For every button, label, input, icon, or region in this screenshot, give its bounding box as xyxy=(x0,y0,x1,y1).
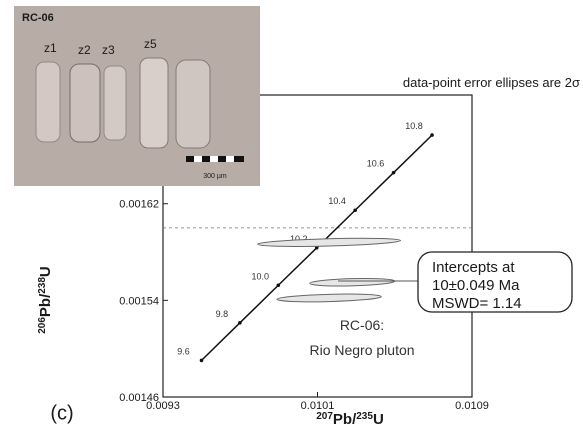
x-label-part: U xyxy=(373,411,384,428)
age-marker xyxy=(430,133,434,137)
age-marker xyxy=(353,208,357,212)
inset-photo: 300 µm RC-06 z1 z2 z3 z5 xyxy=(14,6,260,186)
zircon-crystal xyxy=(70,64,100,142)
age-label: 9.8 xyxy=(216,309,229,319)
age-label: 10.4 xyxy=(328,196,346,206)
page: {"chart_data": { "type": "concordia", "n… xyxy=(0,0,583,432)
scale-bar xyxy=(210,156,218,162)
note: data-point error ellipses are 2σ xyxy=(403,75,580,90)
age-marker xyxy=(238,321,242,325)
scale-bar xyxy=(218,156,226,162)
age-marker xyxy=(276,283,280,287)
age-label: 10.0 xyxy=(252,271,270,281)
x-label-part: Pb/ xyxy=(333,411,357,428)
age-marker xyxy=(200,359,204,363)
age-label: 10.8 xyxy=(405,121,423,131)
age-label: 9.6 xyxy=(177,346,190,356)
sample-annotation: RC-06: xyxy=(340,317,384,333)
intercept-text: MSWD= 1.14 xyxy=(432,295,522,312)
y-label-part: Pb/ xyxy=(37,293,54,317)
y-label-part: 238 xyxy=(37,277,48,294)
zircon-label: z5 xyxy=(144,37,157,51)
zircon-label: z3 xyxy=(102,43,115,57)
x-label-part: 235 xyxy=(356,411,373,422)
zircon-crystal xyxy=(140,58,168,148)
scale-bar xyxy=(234,156,244,162)
inset-sample: RC-06 xyxy=(22,12,54,24)
scale-bar xyxy=(226,156,234,162)
x-tick-label: 0.0109 xyxy=(455,400,489,412)
chart: 0.00930.01010.01090.001460.001540.001629… xyxy=(0,0,583,432)
zircon-crystal xyxy=(36,62,60,142)
scale-label: 300 µm xyxy=(203,173,227,180)
zircon-label: z2 xyxy=(78,43,91,57)
zircon-crystal xyxy=(176,60,210,148)
intercept-text: 10±0.049 Ma xyxy=(432,277,520,294)
intercept-text: Intercepts at xyxy=(432,259,515,276)
sample-annotation: Rio Negro pluton xyxy=(309,342,414,358)
zircon-crystal xyxy=(104,66,126,140)
zircon-label: z1 xyxy=(44,41,57,55)
scale-bar xyxy=(186,156,194,162)
age-label: 10.6 xyxy=(367,159,385,169)
y-tick-label: 0.00162 xyxy=(119,199,159,211)
y-tick-label: 0.00154 xyxy=(119,295,159,307)
scale-bar xyxy=(194,156,202,162)
y-label-part: 206 xyxy=(37,317,48,334)
scale-bar xyxy=(202,156,210,162)
y-tick-label: 0.00146 xyxy=(119,392,159,404)
age-marker xyxy=(392,171,396,175)
panel-label: (c) xyxy=(50,402,73,424)
x-label-part: 207 xyxy=(316,411,333,422)
y-label-part: U xyxy=(37,266,54,277)
